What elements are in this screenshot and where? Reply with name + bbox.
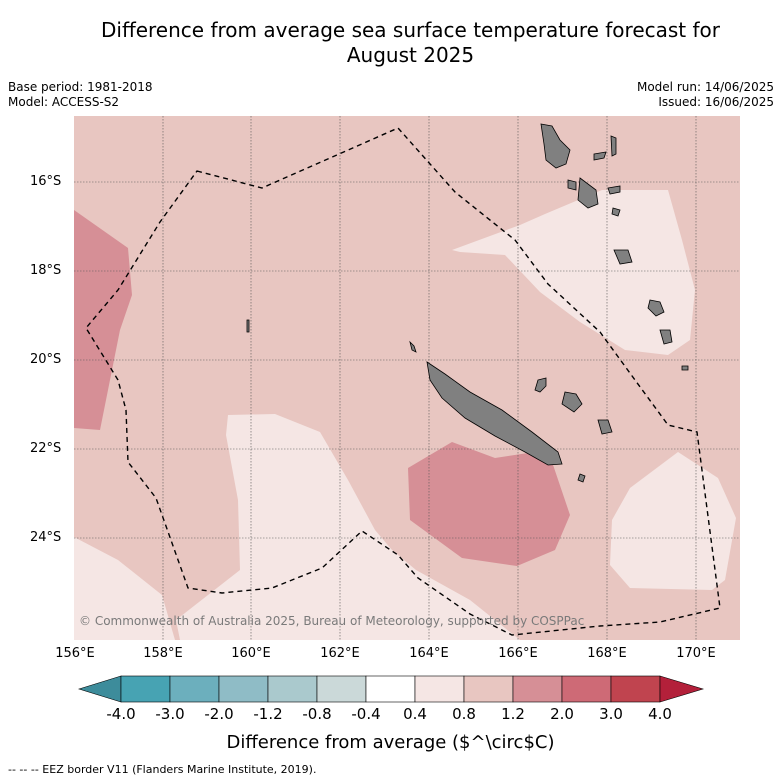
map-area <box>74 116 740 640</box>
colorbar-bin-2 <box>169 675 220 703</box>
island-pines <box>577 473 586 483</box>
lon-label-164e: 164°E <box>409 646 449 661</box>
island-small-vanuatu-1 <box>567 179 577 191</box>
colorbar-tick: -1.2 <box>253 705 283 723</box>
land <box>246 123 689 483</box>
graticule <box>74 116 740 640</box>
island-epi <box>611 207 621 217</box>
colorbar-tick: -4.0 <box>106 705 136 723</box>
colorbar-tick: -0.4 <box>351 705 381 723</box>
colorbar-tick: -0.8 <box>302 705 332 723</box>
lat-label-20s: 20°S <box>30 352 62 367</box>
colorbar-title: Difference from average ($^\circ$C) <box>226 732 555 753</box>
lon-label-158e: 158°E <box>143 646 183 661</box>
colorbar-tick: -2.0 <box>204 705 234 723</box>
colorbar-bin-6 <box>365 675 416 703</box>
lat-label-18s: 18°S <box>30 263 62 278</box>
colorbar-extend-low <box>77 675 122 703</box>
map-title-line1: Difference from average sea surface temp… <box>100 18 720 42</box>
meta-left: Base period: 1981-2018 Model: ACCESS-S2 <box>8 80 153 110</box>
island-rennell <box>246 319 250 333</box>
island-chesterfield <box>409 340 417 353</box>
colorbar-tick: 4.0 <box>648 705 672 723</box>
island-erromango <box>647 299 665 317</box>
lon-label-166e: 166°E <box>498 646 538 661</box>
colorbar-tick: 2.0 <box>550 705 574 723</box>
anomaly-1.2-2.0-south <box>408 442 570 566</box>
island-lifou <box>561 391 583 413</box>
island-maewo <box>593 151 607 161</box>
anomaly-0.4-0.8-south-central <box>176 414 520 640</box>
colorbar-tick: 0.4 <box>403 705 427 723</box>
island-efate <box>613 249 633 265</box>
colorbar <box>77 675 705 703</box>
eez-border <box>85 127 721 636</box>
map-title: Difference from average sea surface temp… <box>40 18 781 68</box>
colorbar-bin-8 <box>463 675 514 703</box>
colorbar-bin-11 <box>610 675 661 703</box>
colorbar-bin-1 <box>120 675 171 703</box>
island-ouvea <box>534 377 547 393</box>
lon-label-160e: 160°E <box>231 646 271 661</box>
colorbar-tick: 0.8 <box>452 705 476 723</box>
issued-date: Issued: 16/06/2025 <box>658 95 774 109</box>
colorbar-bin-10 <box>561 675 612 703</box>
lon-label-168e: 168°E <box>587 646 627 661</box>
colorbar-tick: 3.0 <box>599 705 623 723</box>
model-run: Model run: 14/06/2025 <box>636 80 774 94</box>
island-pentecost <box>610 135 617 157</box>
model-name: Model: ACCESS-S2 <box>8 95 120 109</box>
colorbar-bin-7 <box>414 675 465 703</box>
colorbar-tick: -3.0 <box>155 705 185 723</box>
lat-label-16s: 16°S <box>30 174 62 189</box>
island-tanna <box>659 329 673 345</box>
island-ambrym <box>607 185 621 195</box>
colorbar-bin-9 <box>512 675 563 703</box>
colorbar-bin-3 <box>218 675 269 703</box>
colorbar-bin-5 <box>316 675 367 703</box>
base-period: Base period: 1981-2018 <box>8 80 153 94</box>
island-mare <box>597 419 613 435</box>
colorbar-tick: 1.2 <box>501 705 525 723</box>
colorbar-bin-4 <box>267 675 318 703</box>
anomaly-0.4-0.8-southwest <box>74 537 175 640</box>
island-aneityum <box>681 365 689 371</box>
lon-label-156e: 156°E <box>55 646 95 661</box>
island-malakula <box>577 177 599 209</box>
lat-label-24s: 24°S <box>30 530 62 545</box>
lon-label-162e: 162°E <box>320 646 360 661</box>
eez-footnote: -- -- -- EEZ border V11 (Flanders Marine… <box>8 763 317 776</box>
island-espiritu-santo <box>540 123 571 169</box>
copyright-notice: © Commonwealth of Australia 2025, Bureau… <box>79 614 585 628</box>
lon-label-170e: 170°E <box>676 646 716 661</box>
lat-label-22s: 22°S <box>30 441 62 456</box>
anomaly-0.4-0.8-northeast <box>452 190 695 355</box>
meta-right: Model run: 14/06/2025 Issued: 16/06/2025 <box>637 80 774 110</box>
colorbar-extend-high <box>659 675 705 703</box>
map-title-line2: August 2025 <box>346 43 475 67</box>
new-caledonia <box>426 361 563 466</box>
anomaly-1.2-2.0-west <box>74 210 132 430</box>
